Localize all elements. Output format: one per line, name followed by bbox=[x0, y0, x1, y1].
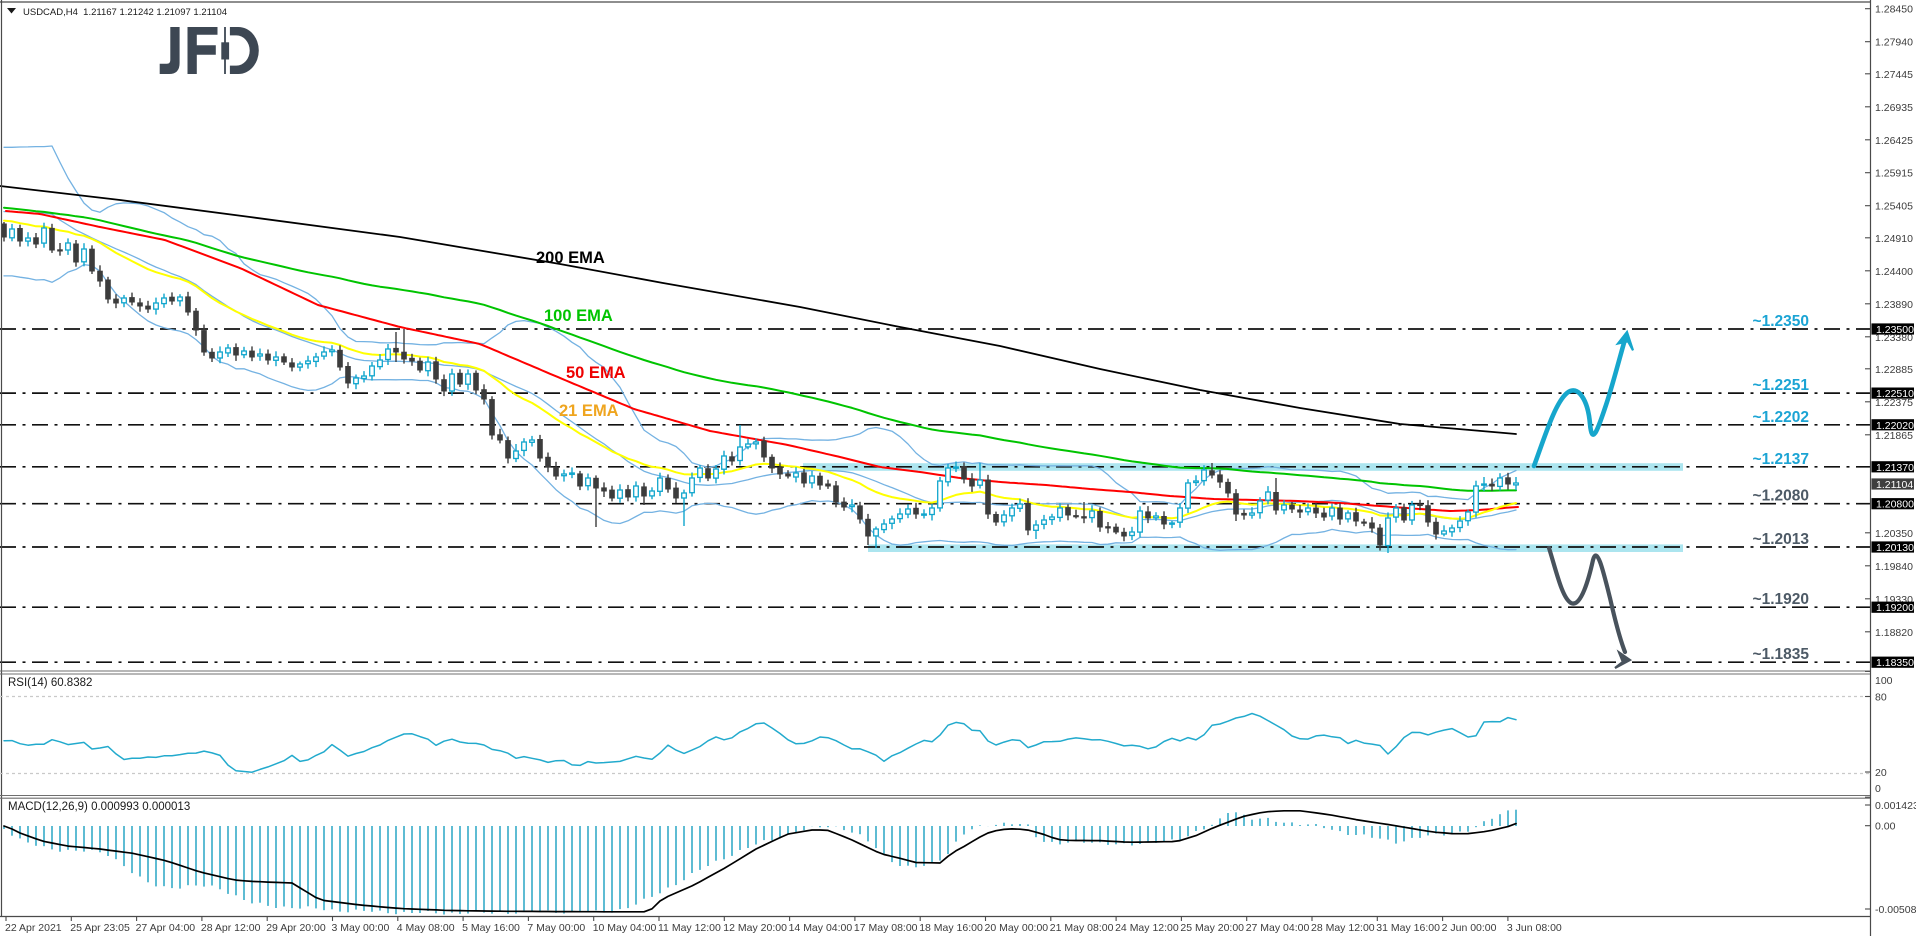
svg-text:29 Apr 20:00: 29 Apr 20:00 bbox=[266, 922, 326, 934]
svg-text:USDCAD,H4 1.21167 1.21242 1.2: USDCAD,H4 1.21167 1.21242 1.21097 1.2110… bbox=[23, 7, 227, 18]
svg-text:0.001423: 0.001423 bbox=[1875, 800, 1916, 812]
svg-text:1.22375: 1.22375 bbox=[1875, 397, 1913, 409]
svg-text:31 May 16:00: 31 May 16:00 bbox=[1376, 922, 1440, 934]
svg-text:1.19840: 1.19840 bbox=[1875, 561, 1913, 573]
svg-text:3 May 00:00: 3 May 00:00 bbox=[332, 922, 390, 934]
svg-text:1.20800: 1.20800 bbox=[1876, 499, 1914, 511]
svg-text:~1.2080: ~1.2080 bbox=[1753, 488, 1809, 505]
svg-text:RSI(14) 60.8382: RSI(14) 60.8382 bbox=[8, 677, 92, 689]
svg-text:10 May 04:00: 10 May 04:00 bbox=[593, 922, 657, 934]
svg-text:1.27940: 1.27940 bbox=[1875, 37, 1913, 49]
svg-text:-0.005085: -0.005085 bbox=[1875, 904, 1916, 916]
svg-text:1.25915: 1.25915 bbox=[1875, 168, 1913, 180]
svg-text:28 May 12:00: 28 May 12:00 bbox=[1311, 922, 1375, 934]
svg-text:1.21104: 1.21104 bbox=[1876, 479, 1913, 491]
svg-text:1.23380: 1.23380 bbox=[1875, 332, 1913, 344]
svg-text:25 Apr 23:05: 25 Apr 23:05 bbox=[70, 922, 130, 934]
svg-text:1.19200: 1.19200 bbox=[1876, 602, 1914, 614]
svg-text:27 May 04:00: 27 May 04:00 bbox=[1246, 922, 1310, 934]
svg-text:1.26425: 1.26425 bbox=[1875, 135, 1913, 147]
svg-text:0: 0 bbox=[1875, 783, 1881, 795]
svg-text:~1.2350: ~1.2350 bbox=[1753, 313, 1809, 330]
svg-text:50 EMA: 50 EMA bbox=[566, 364, 626, 382]
svg-text:1.20130: 1.20130 bbox=[1876, 542, 1914, 554]
svg-text:2 Jun 00:00: 2 Jun 00:00 bbox=[1442, 922, 1497, 934]
svg-text:1.23500: 1.23500 bbox=[1876, 324, 1914, 336]
svg-text:1.22020: 1.22020 bbox=[1876, 420, 1914, 432]
svg-text:1.24910: 1.24910 bbox=[1875, 233, 1913, 245]
svg-text:25 May 20:00: 25 May 20:00 bbox=[1180, 922, 1244, 934]
svg-text:18 May 16:00: 18 May 16:00 bbox=[919, 922, 983, 934]
svg-text:27 Apr 04:00: 27 Apr 04:00 bbox=[136, 922, 196, 934]
svg-text:21 May 08:00: 21 May 08:00 bbox=[1050, 922, 1114, 934]
svg-text:1.21865: 1.21865 bbox=[1875, 430, 1913, 442]
svg-text:5 May 16:00: 5 May 16:00 bbox=[462, 922, 520, 934]
svg-text:~1.2137: ~1.2137 bbox=[1753, 451, 1809, 468]
svg-text:1.18350: 1.18350 bbox=[1876, 657, 1914, 669]
svg-text:1.24400: 1.24400 bbox=[1875, 266, 1913, 278]
svg-text:1.18820: 1.18820 bbox=[1875, 627, 1913, 639]
svg-text:4 May 08:00: 4 May 08:00 bbox=[397, 922, 455, 934]
svg-text:20: 20 bbox=[1875, 767, 1887, 779]
svg-text:12 May 20:00: 12 May 20:00 bbox=[723, 922, 787, 934]
svg-text:1.27445: 1.27445 bbox=[1875, 69, 1913, 81]
svg-text:22 Apr 2021: 22 Apr 2021 bbox=[5, 922, 62, 934]
svg-text:3 Jun 08:00: 3 Jun 08:00 bbox=[1507, 922, 1562, 934]
svg-text:~1.2251: ~1.2251 bbox=[1753, 377, 1810, 394]
svg-text:1.21370: 1.21370 bbox=[1876, 462, 1914, 474]
svg-text:1.22885: 1.22885 bbox=[1875, 364, 1913, 376]
svg-text:200 EMA: 200 EMA bbox=[536, 249, 605, 267]
svg-text:1.26935: 1.26935 bbox=[1875, 102, 1913, 114]
svg-text:100: 100 bbox=[1875, 675, 1893, 687]
svg-text:21 EMA: 21 EMA bbox=[559, 402, 619, 420]
svg-text:MACD(12,26,9) 0.000993 0.00001: MACD(12,26,9) 0.000993 0.000013 bbox=[8, 801, 190, 813]
svg-text:11 May 12:00: 11 May 12:00 bbox=[658, 922, 721, 934]
svg-text:~1.1920: ~1.1920 bbox=[1753, 591, 1809, 608]
svg-text:24 May 12:00: 24 May 12:00 bbox=[1115, 922, 1179, 934]
svg-text:~1.1835: ~1.1835 bbox=[1753, 646, 1810, 663]
svg-text:28 Apr 12:00: 28 Apr 12:00 bbox=[201, 922, 261, 934]
svg-text:1.25405: 1.25405 bbox=[1875, 201, 1913, 213]
svg-text:~1.2202: ~1.2202 bbox=[1753, 409, 1809, 426]
svg-text:100 EMA: 100 EMA bbox=[544, 307, 613, 325]
svg-text:0.00: 0.00 bbox=[1875, 821, 1896, 833]
svg-text:14 May 04:00: 14 May 04:00 bbox=[789, 922, 853, 934]
svg-text:7 May 00:00: 7 May 00:00 bbox=[527, 922, 585, 934]
svg-text:17 May 08:00: 17 May 08:00 bbox=[854, 922, 918, 934]
svg-text:~1.2013: ~1.2013 bbox=[1753, 531, 1810, 548]
svg-text:1.23890: 1.23890 bbox=[1875, 299, 1913, 311]
svg-text:80: 80 bbox=[1875, 692, 1887, 704]
svg-text:20 May 00:00: 20 May 00:00 bbox=[985, 922, 1049, 934]
svg-text:1.28450: 1.28450 bbox=[1875, 4, 1913, 16]
svg-text:1.22510: 1.22510 bbox=[1876, 388, 1914, 400]
svg-text:1.20350: 1.20350 bbox=[1875, 528, 1913, 540]
